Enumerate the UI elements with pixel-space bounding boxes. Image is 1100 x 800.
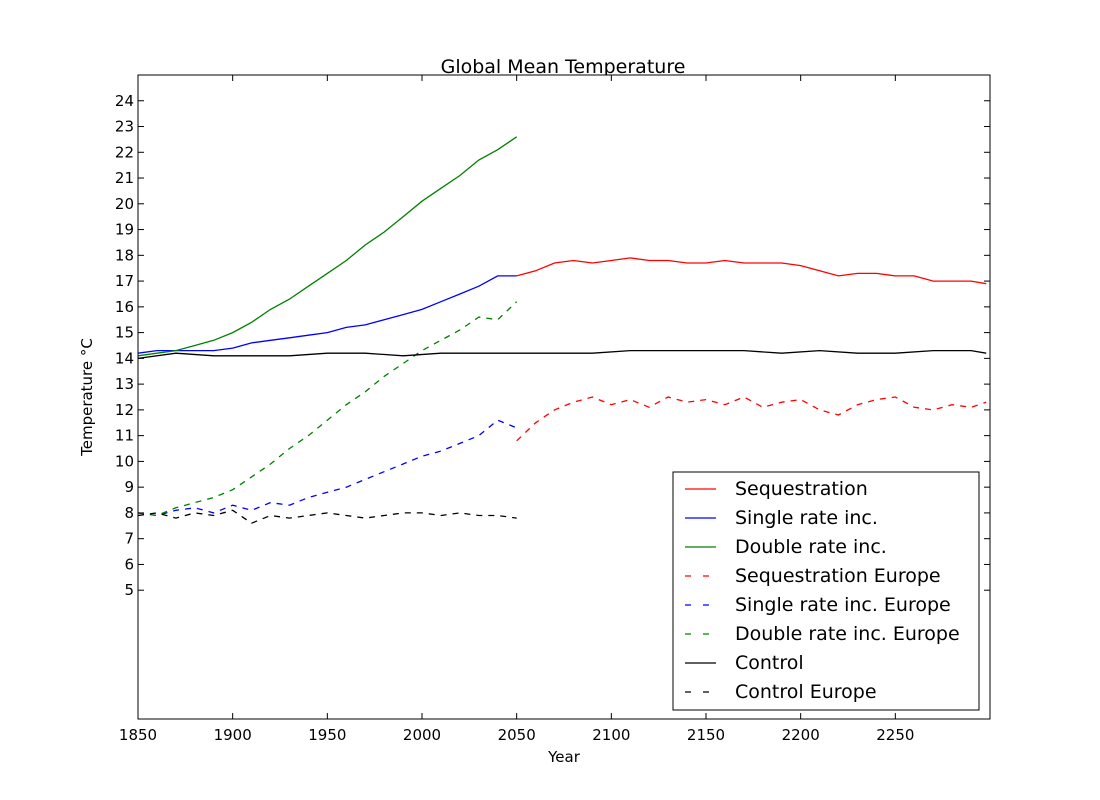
- chart-title: Global Mean Temperature: [441, 56, 686, 78]
- legend-entry: Single rate inc. Europe: [685, 594, 951, 616]
- x-tick-label: 2050: [498, 726, 536, 744]
- legend-entry: Sequestration Europe: [685, 565, 941, 587]
- x-tick-label: 1900: [214, 726, 252, 744]
- y-tick-label: 20: [115, 195, 134, 213]
- series-line-5: [137, 419, 517, 517]
- legend-label: Double rate inc. Europe: [735, 623, 960, 645]
- legend-label: Control: [735, 652, 804, 674]
- legend-label: Sequestration Europe: [735, 565, 941, 587]
- series-line-1: [516, 257, 987, 285]
- y-tick-label: 7: [124, 530, 134, 548]
- legend-label: Single rate inc. Europe: [735, 594, 951, 616]
- y-tick-label: 15: [115, 324, 134, 342]
- legend-entry: Sequestration: [685, 478, 868, 500]
- plot-area: 1850 1900 1950 2000 2050 2100 2150 2200 2250 5 6 7 8…: [115, 74, 991, 744]
- legend-label: Double rate inc.: [735, 536, 887, 558]
- y-tick-label: 17: [115, 272, 134, 290]
- legend-entry: Double rate inc. Europe: [685, 623, 960, 645]
- y-tick-label: 14: [115, 349, 134, 367]
- y-tick-label: 8: [124, 504, 134, 522]
- y-tick-label: 13: [115, 375, 134, 393]
- legend-entries: Sequestration Single rate inc. Double rate…: [685, 478, 960, 703]
- y-tick-label: 12: [115, 401, 134, 419]
- y-tick-label: 24: [115, 92, 134, 110]
- x-tick-label: 2100: [592, 726, 630, 744]
- y-tick-label: 10: [115, 452, 134, 470]
- y-tick-label: 5: [124, 581, 134, 599]
- x-tick-label: 2000: [403, 726, 441, 744]
- legend-label: Sequestration: [735, 478, 868, 500]
- series-line-8: [137, 509, 517, 524]
- x-tick-label: 1850: [119, 726, 157, 744]
- x-tick-label: 2200: [782, 726, 820, 744]
- legend-entry: Double rate inc.: [685, 536, 887, 558]
- legend-label: Control Europe: [735, 681, 877, 703]
- legend-label: Single rate inc.: [735, 507, 878, 529]
- legend-entry: Control: [685, 652, 804, 674]
- x-tick-label: 1950: [308, 726, 346, 744]
- legend-box: [672, 471, 980, 711]
- series-line-2: [137, 275, 517, 354]
- x-axis-title: Year: [547, 748, 581, 766]
- series-line-6: [137, 301, 518, 517]
- y-axis-title: Temperature °C: [78, 338, 96, 457]
- ticks-layer: 1850 1900 1950 2000 2050 2100 2150 2200 2250 5 6 7 8…: [115, 75, 990, 744]
- y-tick-label: 19: [115, 221, 134, 239]
- series-line-3: [137, 136, 518, 357]
- x-tick-label: 2250: [876, 726, 914, 744]
- y-tick-label: 18: [115, 246, 134, 264]
- y-tick-label: 23: [115, 118, 134, 136]
- series-layer: [137, 136, 987, 524]
- x-tick-label: 2150: [687, 726, 725, 744]
- y-tick-label: 6: [124, 555, 134, 573]
- legend-entry: Single rate inc.: [685, 507, 878, 529]
- legend-entry: Control Europe: [685, 681, 877, 703]
- legend: Sequestration Single rate inc. Double rate…: [672, 471, 980, 711]
- y-tick-label: 9: [124, 478, 134, 496]
- y-tick-label: 16: [115, 298, 134, 316]
- plot-frame: [137, 74, 991, 720]
- y-tick-label: 11: [115, 427, 134, 445]
- y-tick-label: 21: [115, 169, 134, 187]
- y-tick-label: 22: [115, 143, 134, 161]
- series-line-7: [137, 349, 987, 360]
